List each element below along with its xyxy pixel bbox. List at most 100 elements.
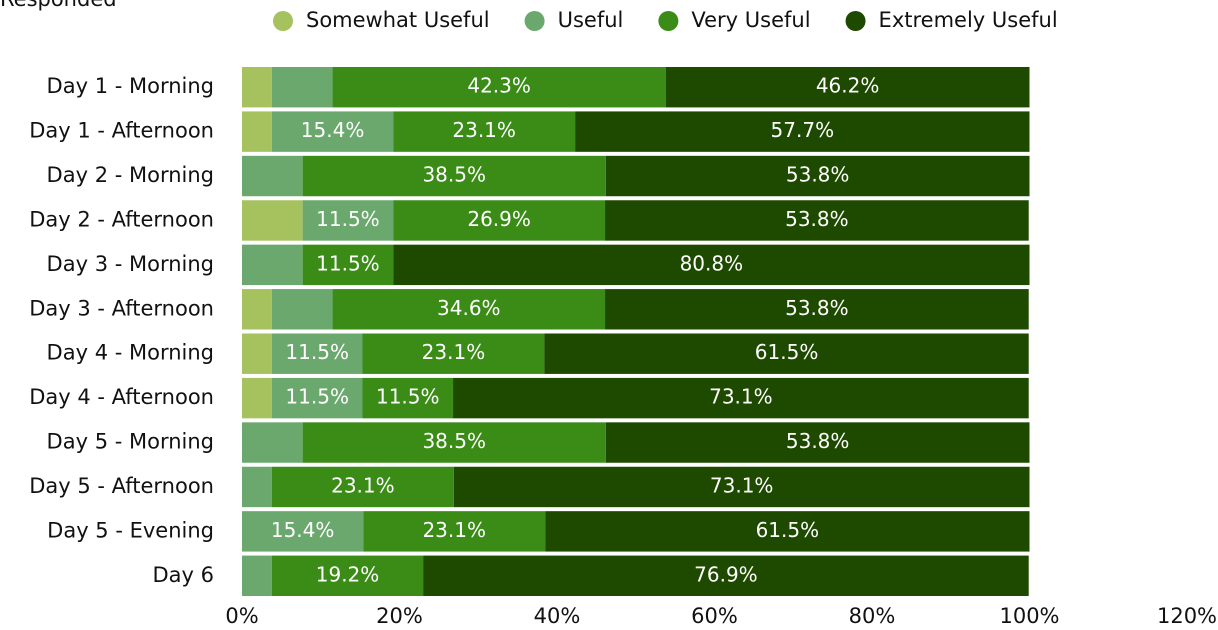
y-tick-label: Day 4 - Afternoon [29,385,214,409]
bar-segment [242,377,272,419]
bar-segment [242,289,272,330]
data-label: 61.5% [756,518,820,542]
data-label: 53.8% [786,429,850,453]
x-tick-label: 100% [999,604,1059,628]
bar-segment [242,333,272,374]
data-label: 23.1% [452,118,516,142]
data-label: 53.8% [785,207,849,231]
y-tick-label: Day 3 - Morning [47,252,214,276]
legend-swatch [845,11,866,31]
y-tick-label: Day 5 - Evening [47,518,214,542]
bar-segment [605,289,1029,330]
bar-segment [271,111,394,152]
legend-swatch [524,11,545,31]
data-label: 11.5% [316,251,380,275]
bar-segment [545,511,1030,552]
legend-swatch [273,11,293,31]
bar-segment [332,289,606,330]
y-tick-label: Day 4 - Morning [47,341,214,365]
bar-segment [242,244,303,286]
data-label: 38.5% [422,163,486,187]
bar-segment [271,377,363,419]
legend-label: Extremely Useful [879,8,1058,32]
data-label: 34.6% [437,296,501,320]
y-tick-label: Day 2 - Morning [47,163,214,187]
bar-segment [393,200,606,241]
x-tick-label: 80% [849,604,896,628]
x-tick-label: 120% [1157,604,1217,628]
bar-segment [453,466,1030,508]
bar-segment [423,555,1029,597]
y-tick-label: Day 1 - Morning [47,74,214,98]
bar-segment [271,466,454,508]
bar-segment [242,66,272,108]
data-label: 11.5% [285,385,349,409]
x-tick-label: 20% [376,604,423,628]
data-label: 80.8% [680,251,744,275]
data-label: 15.4% [271,518,335,542]
x-tick-label: 40% [534,604,581,628]
y-tick-label: Day 5 - Morning [47,430,214,454]
y-tick-label: Day 1 - Afternoon [29,119,214,143]
data-label: 11.5% [316,207,380,231]
bar-segment [665,66,1030,108]
bar-segment [362,333,545,374]
bar-segment [302,200,394,241]
data-label: 23.1% [331,473,395,497]
bar-segment [242,200,303,241]
bar-segment [242,155,303,197]
bar-segment [393,111,576,152]
bar-segment [271,333,363,374]
x-tick-label: 60% [691,604,738,628]
bar-segment [575,111,1030,152]
bar-segment [242,466,272,508]
bar-segment [605,422,1030,463]
data-label: 73.1% [709,385,773,409]
data-label: 61.5% [755,340,819,364]
bar-segment [363,511,546,552]
data-label: 15.4% [301,118,365,142]
bar-segment [271,555,424,597]
bar-segment [362,377,454,419]
legend-label: Very Useful [691,8,810,32]
y-tick-label: Day 3 - Afternoon [29,296,214,320]
data-label: 76.9% [694,562,758,586]
data-label: 38.5% [422,429,486,453]
data-label: 11.5% [285,340,349,364]
bar-segment [302,155,606,197]
y-tick-label: Day 6 [152,563,214,587]
x-tick-label: 0% [225,604,258,628]
legend-swatch [658,11,679,31]
data-label: 23.1% [422,340,486,364]
data-label: 53.8% [785,296,849,320]
data-label: 11.5% [376,385,440,409]
data-label: 73.1% [710,473,774,497]
bar-segment [271,289,333,330]
bar-segment [271,66,333,108]
y-tick-label: Day 5 - Afternoon [29,474,214,498]
data-label: 42.3% [467,74,531,98]
data-label: 23.1% [422,518,486,542]
bar-segment [242,555,272,597]
bar-segment [302,244,394,286]
legend-label: Somewhat Useful [306,8,490,32]
y-tick-label: Day 2 - Afternoon [29,207,214,231]
bar-segment [605,200,1029,241]
bar-segment [544,333,1029,374]
data-label: 46.2% [816,74,880,98]
bar-segment [453,377,1029,419]
bar-segment [332,66,666,108]
chart-title: Responded [0,0,117,11]
bar-segment [302,422,606,463]
legend-label: Useful [558,8,624,32]
bar-segment [242,422,303,463]
bar-segment [393,244,1030,286]
bar-segment [605,155,1030,197]
data-label: 57.7% [771,118,835,142]
bar-segment [242,111,272,152]
data-label: 19.2% [316,562,380,586]
bar-segment [242,511,364,552]
data-label: 26.9% [467,207,531,231]
data-label: 53.8% [786,163,850,187]
